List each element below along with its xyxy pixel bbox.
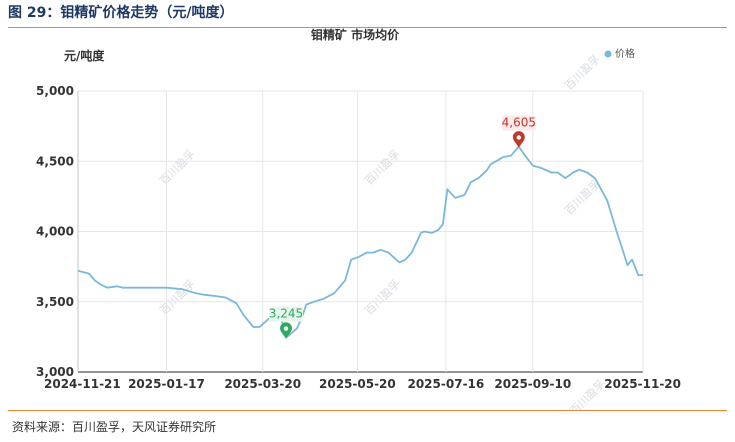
series <box>77 145 643 339</box>
max-label-bg <box>501 115 536 131</box>
x-ticks: 2024-11-21 2025-01-17 2025-03-20 2025-05-20… <box>44 377 681 391</box>
max-label: 4,605 <box>502 115 536 129</box>
figure-title: 图 29：钼精矿价格走势（元/吨度） <box>8 5 234 21</box>
y-ticks: 3,000 3,500 4,000 4,500 5,000 <box>36 84 74 379</box>
watermark-3: 百川盈孚 <box>157 277 197 317</box>
top-rule <box>8 27 727 28</box>
legend-label: 价格 <box>615 47 635 60</box>
x-tick-label: 2025-07-16 <box>407 377 484 391</box>
min-label-bg <box>268 306 303 322</box>
x-tick-label: 2025-11-20 <box>604 377 681 391</box>
price-line <box>77 145 643 339</box>
max-pin-dot <box>516 135 522 140</box>
y-axis-unit: 元/吨度 <box>64 48 105 63</box>
watermark-6: 百川盈孚 <box>567 377 607 410</box>
min-label: 3,245 <box>269 307 303 321</box>
source-note: 资料来源：百川盈孚，天风证券研究所 <box>12 420 217 434</box>
x-tick-label: 2024-11-21 <box>44 377 121 391</box>
y-tick-label: 5,000 <box>36 84 74 98</box>
watermark-2: 百川盈孚 <box>562 52 602 92</box>
y-tick-label: 3,500 <box>36 295 74 309</box>
x-tick-label: 2025-09-10 <box>494 377 571 391</box>
watermark-5: 百川盈孚 <box>562 177 602 217</box>
x-tick-label: 2025-05-20 <box>319 377 396 391</box>
grid <box>77 90 644 373</box>
bottom-rule <box>8 410 727 411</box>
chart-title: 钼精矿 市场均价 <box>311 27 400 42</box>
x-tick-label: 2025-01-17 <box>128 377 205 391</box>
watermark-4: 百川盈孚 <box>362 277 402 317</box>
legend-marker <box>604 50 612 58</box>
min-pin-dot <box>283 326 289 331</box>
watermark-1: 百川盈孚 <box>362 147 402 187</box>
x-tick-label: 2025-03-20 <box>224 377 301 391</box>
y-tick-label: 4,500 <box>36 154 74 168</box>
y-tick-label: 3,000 <box>36 365 74 379</box>
legend: 价格 <box>604 47 635 60</box>
watermark-0: 百川盈孚 <box>157 147 197 187</box>
max-marker: 4,605 <box>501 115 536 148</box>
markers: 4,605 3,245 <box>268 115 536 339</box>
y-tick-label: 4,000 <box>36 225 74 239</box>
min-marker: 3,245 <box>268 306 303 339</box>
